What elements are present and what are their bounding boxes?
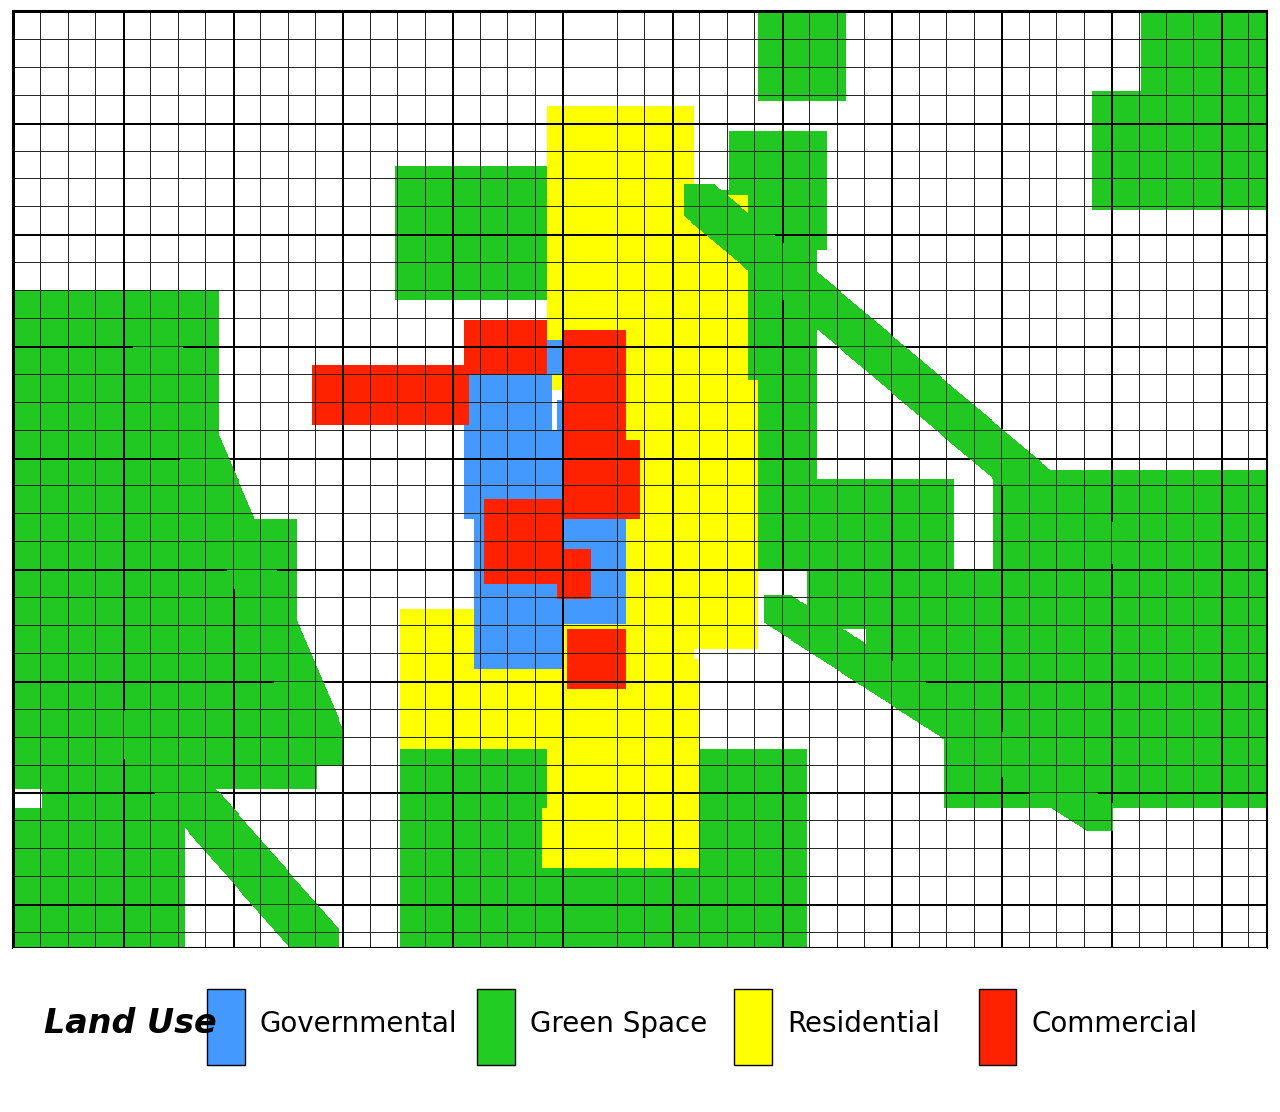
Text: Commercial: Commercial (1032, 1010, 1198, 1037)
FancyBboxPatch shape (477, 989, 515, 1065)
Text: Residential: Residential (787, 1010, 940, 1037)
Text: Governmental: Governmental (260, 1010, 457, 1037)
Text: Land Use: Land Use (44, 1007, 216, 1041)
FancyBboxPatch shape (207, 989, 244, 1065)
FancyBboxPatch shape (735, 989, 772, 1065)
FancyBboxPatch shape (979, 989, 1016, 1065)
Text: Green Space: Green Space (530, 1010, 707, 1037)
